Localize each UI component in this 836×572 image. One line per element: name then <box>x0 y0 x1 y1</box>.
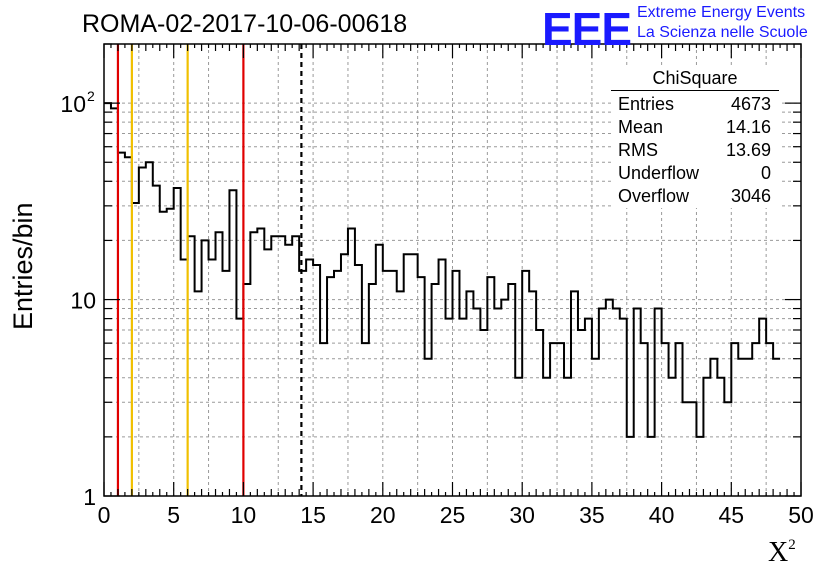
run-title: ROMA-02-2017-10-06-00618 <box>82 10 408 38</box>
x-axis-label-exponent: 2 <box>788 537 796 553</box>
stats-label: Mean <box>618 117 664 137</box>
logo-subtitle-1: Extreme Energy Events <box>637 4 806 21</box>
y-tick-label-exponent: 2 <box>87 88 95 104</box>
x-tick-label: 35 <box>579 502 605 528</box>
x-tick-label: 45 <box>719 502 745 528</box>
stats-label: Entries <box>618 94 675 114</box>
logo-subtitle-2: La Scienza nelle Scuole <box>637 24 808 41</box>
y-tick-label: 10 <box>70 288 96 314</box>
stats-row-rms: RMS 13.69 <box>611 139 779 162</box>
stats-row-underflow: Underflow 0 <box>611 162 779 185</box>
stats-box: ChiSquare Entries 4673 Mean 14.16 RMS 13… <box>611 68 779 208</box>
eee-logo: EEE <box>542 3 632 55</box>
y-axis-label: Entries/bin <box>8 202 38 330</box>
x-tick-label: 15 <box>300 502 326 528</box>
x-tick-label: 5 <box>167 502 180 528</box>
reference-lines <box>116 44 303 496</box>
x-tick-label: 50 <box>788 502 814 528</box>
stats-row-mean: Mean 14.16 <box>611 116 779 139</box>
stats-row-overflow: Overflow 3046 <box>611 185 779 208</box>
stats-value: 13.69 <box>725 140 771 160</box>
x-tick-label: 10 <box>231 502 257 528</box>
x-tick-label: 20 <box>370 502 396 528</box>
x-tick-label: 40 <box>649 502 675 528</box>
x-tick-label: 0 <box>98 502 111 528</box>
stats-label: RMS <box>618 140 658 160</box>
stats-label: Overflow <box>618 186 690 206</box>
y-tick-label: 10 <box>60 91 86 117</box>
axis-ticks <box>103 43 802 497</box>
stats-title: ChiSquare <box>611 68 779 91</box>
stats-value: 0 <box>760 163 771 183</box>
x-axis-label-base: X <box>768 537 789 568</box>
histogram-line <box>104 102 781 438</box>
stats-row-entries: Entries 4673 <box>611 93 779 116</box>
stats-value: 4673 <box>730 94 771 114</box>
x-axis-label: X2 <box>768 537 796 569</box>
stats-value: 14.16 <box>725 117 771 137</box>
y-tick-label: 1 <box>83 484 96 510</box>
x-tick-label: 30 <box>509 502 535 528</box>
x-tick-label: 25 <box>440 502 466 528</box>
stats-label: Underflow <box>618 163 700 183</box>
stats-value: 3046 <box>730 186 771 206</box>
